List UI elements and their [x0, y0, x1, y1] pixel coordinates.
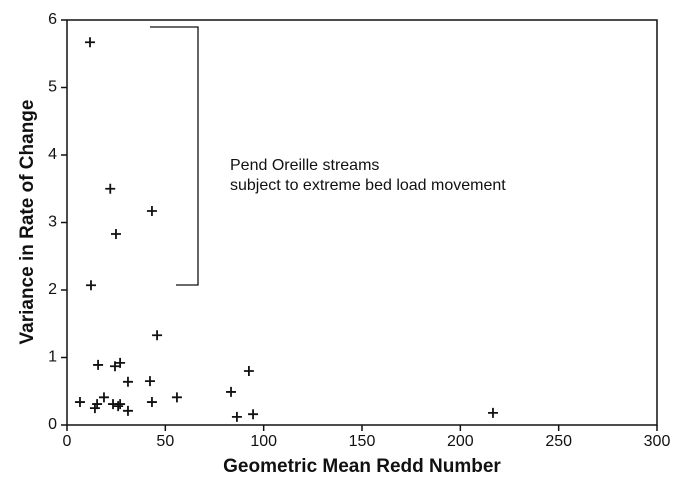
y-tick-label: 0 — [48, 416, 57, 433]
point — [115, 357, 126, 368]
point — [171, 392, 182, 403]
y-tick-label: 5 — [48, 79, 57, 96]
annotation: subject to extreme bed load movement — [230, 177, 506, 194]
point — [89, 403, 100, 414]
y-tick-label: 6 — [48, 11, 57, 28]
point — [226, 386, 237, 397]
bracket — [150, 26, 199, 286]
y-axis-label: Variance in Rate of Change — [17, 100, 38, 345]
point — [98, 392, 109, 403]
point — [85, 37, 96, 48]
x-tick-label: 100 — [250, 433, 277, 450]
point — [74, 397, 85, 408]
point — [110, 228, 121, 239]
point — [113, 401, 124, 412]
point — [122, 376, 133, 387]
point — [146, 397, 157, 408]
point — [122, 405, 133, 416]
x-tick-label: 250 — [545, 433, 572, 450]
plot-frame — [66, 19, 658, 426]
point — [152, 330, 163, 341]
y-tick-label: 4 — [48, 146, 57, 163]
x-tick-label: 50 — [156, 433, 174, 450]
annotation: Pend Oreille streams — [230, 157, 379, 174]
point — [105, 183, 116, 194]
point — [109, 361, 120, 372]
y-tick-label: 2 — [48, 281, 57, 298]
x-tick-label: 300 — [644, 433, 671, 450]
point — [248, 409, 259, 420]
point — [85, 280, 96, 291]
point — [487, 407, 498, 418]
point — [146, 206, 157, 217]
point — [144, 376, 155, 387]
x-tick-label: 150 — [349, 433, 376, 450]
x-axis-label: Geometric Mean Redd Number — [223, 456, 501, 477]
point — [231, 411, 242, 422]
point — [243, 366, 254, 376]
y-tick-label: 1 — [48, 349, 57, 366]
point — [115, 399, 126, 410]
x-tick-label: 200 — [447, 433, 474, 450]
y-tick-label: 3 — [48, 214, 57, 231]
x-tick-label: 0 — [63, 433, 72, 450]
point — [93, 359, 104, 370]
